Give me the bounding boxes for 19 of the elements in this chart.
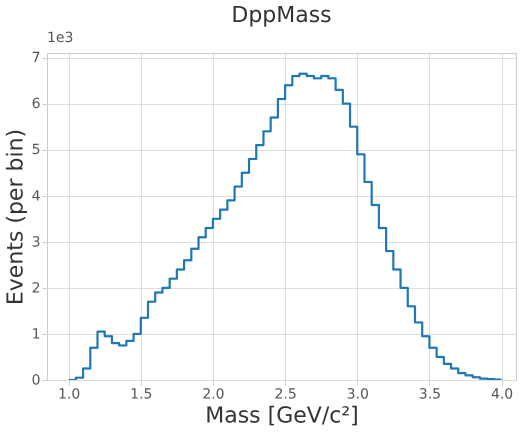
y-tick-label: 2 xyxy=(32,280,40,296)
y-tick-label: 6 xyxy=(32,96,41,112)
x-tick-label: 1.5 xyxy=(130,386,152,402)
y-tick-label: 5 xyxy=(32,142,40,158)
y-tick-label: 4 xyxy=(32,188,41,204)
chart-title: DppMass xyxy=(231,3,332,28)
x-tick-label: 1.0 xyxy=(58,386,80,402)
y-tick-label: 7 xyxy=(32,50,40,66)
x-axis-title: Mass [GeV/c²] xyxy=(205,404,359,428)
x-tick-label: 4.0 xyxy=(490,386,514,402)
y-tick-label: 1 xyxy=(32,326,40,342)
text: 1e3 xyxy=(47,30,74,46)
x-tick-label: 2.0 xyxy=(202,386,225,402)
y-tick-label: 3 xyxy=(32,234,40,250)
y-tick-label: 0 xyxy=(32,372,40,388)
y-axis-title: Events (per bin) xyxy=(4,128,29,306)
x-tick-label: 3.5 xyxy=(418,386,442,402)
x-tick-label: 2.5 xyxy=(274,386,297,402)
x-tick-label: 3.0 xyxy=(346,386,369,402)
